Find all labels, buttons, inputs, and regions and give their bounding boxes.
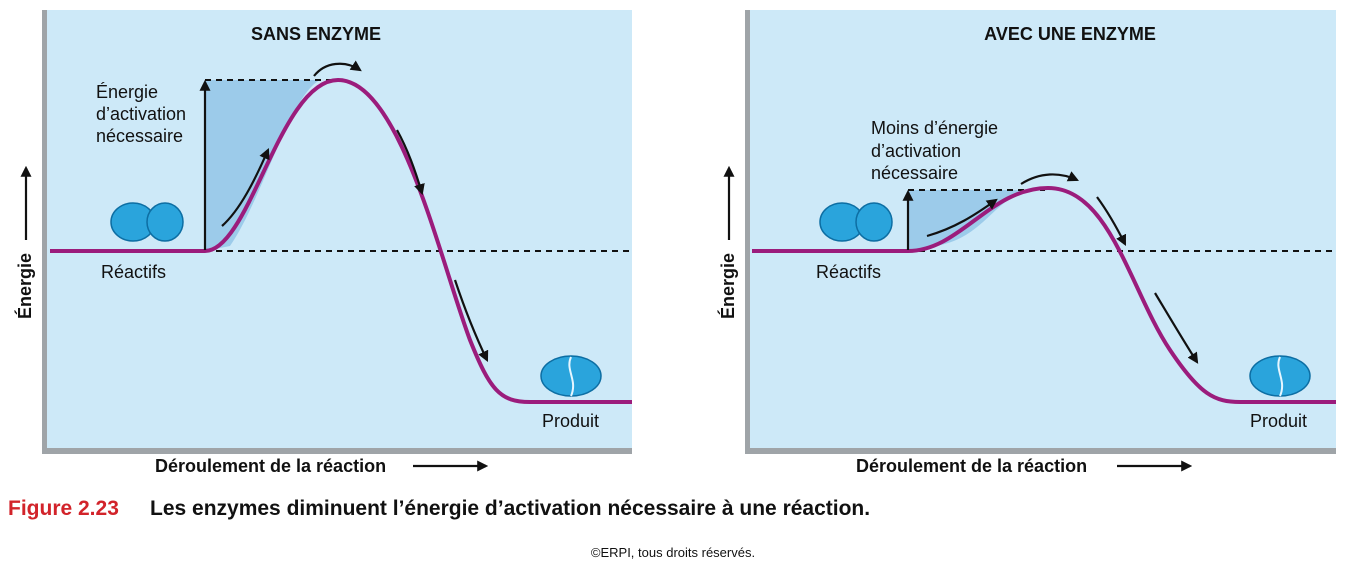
activation-label: d’activation (871, 141, 961, 161)
reactant-label: Réactifs (101, 262, 166, 282)
product-label: Produit (1250, 411, 1307, 431)
y-axis-label: Énergie (14, 253, 35, 319)
panel-left: SANS ENZYME Énergie d’activation nécessa… (14, 10, 632, 476)
copyright: ©ERPI, tous droits réservés. (591, 545, 755, 560)
activation-label: nécessaire (871, 163, 958, 183)
activation-label: Moins d’énergie (871, 118, 998, 138)
caption-number: Figure 2.23 (8, 497, 119, 520)
activation-label: nécessaire (96, 126, 183, 146)
panel-title: SANS ENZYME (251, 24, 381, 44)
panel-right: AVEC UNE ENZYME Moins d’énergie d’activa… (717, 10, 1336, 476)
energy-curve (50, 77, 632, 404)
product-molecule (1249, 355, 1311, 397)
x-axis-label: Déroulement de la réaction (155, 456, 386, 476)
activation-label: Énergie (96, 82, 158, 102)
energy-curve (752, 185, 1336, 404)
panel-title: AVEC UNE ENZYME (984, 24, 1156, 44)
reactant-molecule (819, 202, 893, 242)
x-axis-label: Déroulement de la réaction (856, 456, 1087, 476)
reactant-molecule (110, 202, 184, 242)
product-label: Produit (542, 411, 599, 431)
caption-text: Les enzymes diminuent l’énergie d’activa… (150, 497, 870, 520)
activation-label: d’activation (96, 104, 186, 124)
y-axis-label: Énergie (717, 253, 738, 319)
product-molecule (540, 355, 602, 397)
reactant-label: Réactifs (816, 262, 881, 282)
